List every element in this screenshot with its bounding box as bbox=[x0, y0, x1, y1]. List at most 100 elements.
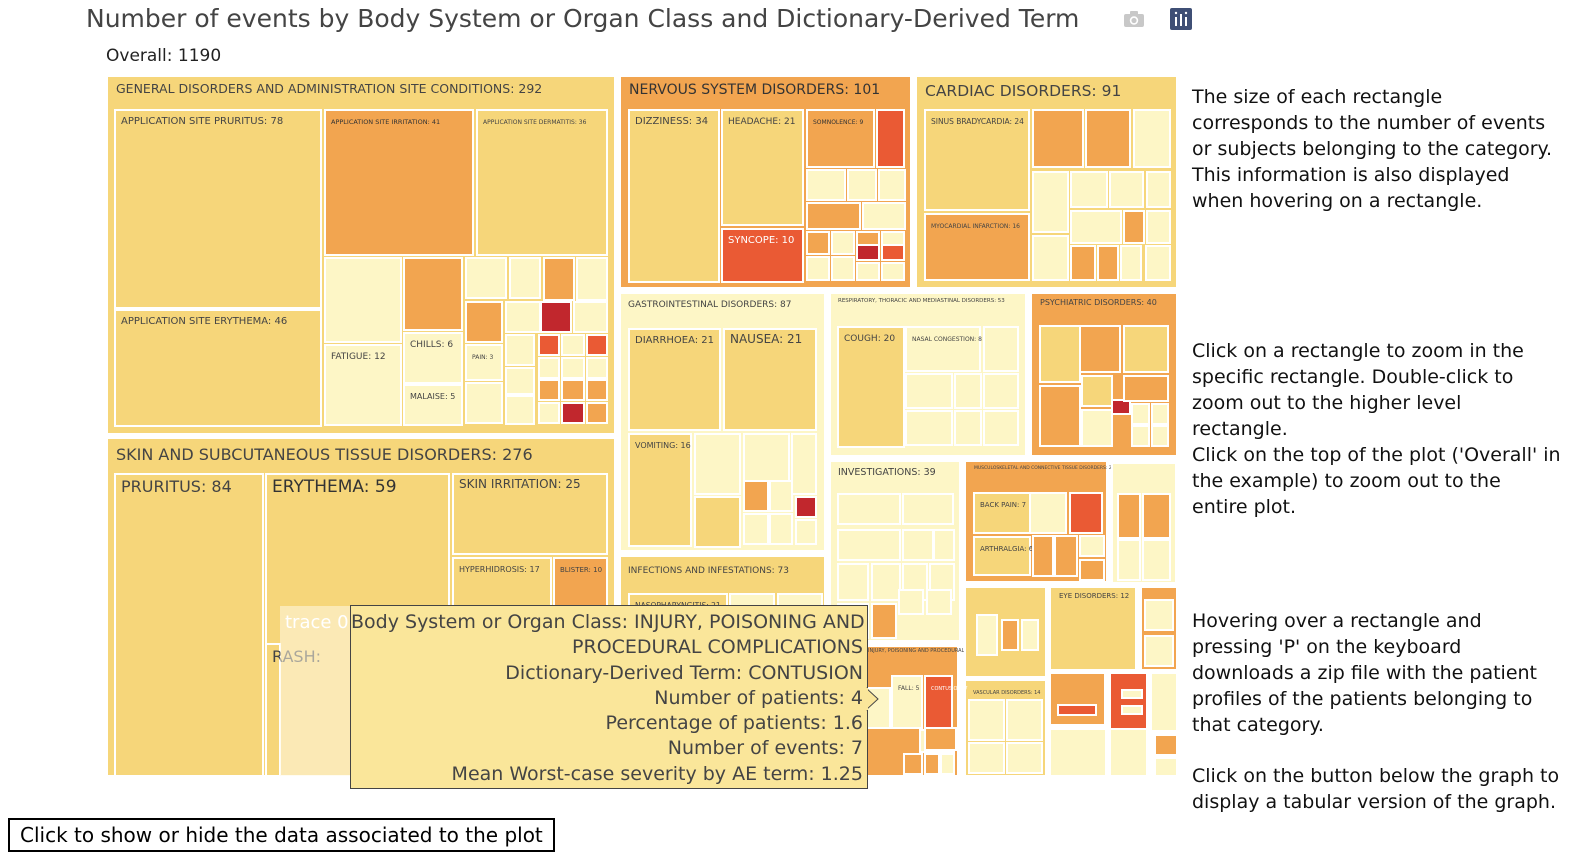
treemap-leaf-cell[interactable] bbox=[1001, 619, 1019, 651]
treemap-leaf-cell[interactable] bbox=[1123, 325, 1169, 373]
treemap-leaf-cell[interactable] bbox=[806, 169, 846, 201]
treemap-leaf-cell[interactable] bbox=[743, 480, 769, 512]
treemap-leaf-cell[interactable] bbox=[983, 410, 1019, 446]
treemap-leaf-cell[interactable] bbox=[1006, 699, 1043, 741]
treemap-leaf-contusion[interactable] bbox=[924, 675, 953, 729]
treemap-leaf-nasal-congestion[interactable] bbox=[905, 326, 981, 372]
treemap-leaf-cell[interactable] bbox=[968, 699, 1005, 741]
overall-breadcrumb[interactable]: Overall: 1190 bbox=[106, 46, 222, 66]
treemap-leaf-cell[interactable] bbox=[905, 410, 953, 446]
treemap-leaf-cell[interactable] bbox=[1150, 672, 1178, 732]
treemap-leaf-cell[interactable] bbox=[1039, 325, 1081, 383]
treemap-leaf-cell[interactable] bbox=[954, 373, 982, 409]
treemap-leaf-cell[interactable] bbox=[1079, 535, 1105, 557]
treemap-leaf-cell[interactable] bbox=[694, 496, 741, 548]
treemap-leaf-cell[interactable] bbox=[806, 256, 830, 281]
treemap-leaf-cell[interactable] bbox=[1006, 742, 1043, 774]
treemap-leaf-cell[interactable] bbox=[1131, 425, 1150, 447]
treemap-leaf-cell[interactable] bbox=[806, 202, 861, 230]
treemap-leaf-cell[interactable] bbox=[694, 433, 741, 495]
treemap-leaf-cell[interactable] bbox=[561, 334, 585, 356]
treemap-leaf-cell[interactable] bbox=[538, 334, 560, 356]
treemap-leaf-cell[interactable] bbox=[769, 480, 793, 512]
treemap-leaf-cell[interactable] bbox=[902, 529, 934, 561]
treemap-leaf-cell[interactable] bbox=[769, 513, 793, 545]
treemap-leaf-cell[interactable] bbox=[871, 603, 897, 639]
treemap-leaf-arthralgia[interactable] bbox=[973, 536, 1031, 576]
treemap-leaf-cell[interactable] bbox=[1154, 757, 1178, 777]
treemap-leaf-application-site-irritation[interactable] bbox=[324, 109, 474, 256]
treemap-leaf-application-site-pruritus[interactable] bbox=[114, 109, 322, 309]
treemap-leaf-cell[interactable] bbox=[1079, 559, 1105, 581]
treemap-leaf-cell[interactable] bbox=[976, 614, 998, 656]
plotly-logo-icon[interactable] bbox=[1170, 8, 1192, 30]
treemap-leaf-cell[interactable] bbox=[1032, 171, 1069, 233]
treemap-leaf-cell[interactable] bbox=[1039, 385, 1081, 447]
treemap-leaf-cell[interactable] bbox=[1049, 672, 1106, 726]
treemap-leaf-cell[interactable] bbox=[1109, 728, 1148, 777]
treemap-leaf-cell[interactable] bbox=[837, 493, 901, 525]
treemap-leaf-dizziness[interactable] bbox=[628, 109, 720, 283]
treemap-leaf-cell[interactable] bbox=[538, 357, 560, 379]
treemap-leaf-cell[interactable] bbox=[954, 410, 982, 446]
treemap-leaf-cell[interactable] bbox=[1144, 599, 1174, 631]
treemap-leaf-cell[interactable] bbox=[862, 202, 906, 230]
treemap-leaf-cell[interactable] bbox=[837, 529, 901, 561]
treemap-leaf-cell[interactable] bbox=[1151, 425, 1169, 447]
treemap-leaf-cell[interactable] bbox=[856, 244, 880, 261]
treemap-leaf-application-site-dermatitis[interactable] bbox=[476, 109, 608, 256]
treemap-leaf-cell[interactable] bbox=[791, 433, 817, 495]
treemap-leaf-cell[interactable] bbox=[1121, 705, 1143, 715]
treemap-leaf-cell[interactable] bbox=[324, 257, 402, 343]
treemap-leaf-hyperhidrosis[interactable] bbox=[452, 557, 552, 609]
treemap-leaf-back-pain[interactable] bbox=[973, 492, 1031, 534]
treemap-leaf-cell[interactable] bbox=[1117, 539, 1141, 581]
treemap-leaf-cell[interactable] bbox=[586, 379, 608, 401]
treemap-leaf-vomiting[interactable] bbox=[628, 433, 692, 547]
treemap-leaf-cell[interactable] bbox=[1032, 235, 1069, 281]
treemap-leaf-cell[interactable] bbox=[1085, 109, 1131, 168]
treemap-leaf-cell[interactable] bbox=[795, 496, 817, 518]
treemap-leaf-cell[interactable] bbox=[1111, 399, 1131, 415]
treemap-leaf-cell[interactable] bbox=[743, 513, 769, 545]
treemap-leaf-cell[interactable] bbox=[1081, 375, 1113, 407]
treemap-leaf-cell[interactable] bbox=[871, 563, 901, 601]
treemap-leaf-cell[interactable] bbox=[983, 326, 1019, 372]
treemap-leaf-cell[interactable] bbox=[465, 301, 503, 343]
treemap-leaf-pruritus[interactable] bbox=[114, 473, 264, 777]
treemap-leaf-cell[interactable] bbox=[1120, 245, 1142, 281]
treemap-leaf-cell[interactable] bbox=[1121, 689, 1143, 699]
treemap-leaf-cell[interactable] bbox=[795, 519, 817, 545]
treemap-leaf-cell[interactable] bbox=[1133, 109, 1171, 168]
treemap-leaf-cell[interactable] bbox=[881, 262, 905, 281]
treemap-leaf-cell[interactable] bbox=[1021, 619, 1039, 651]
treemap-leaf-cell[interactable] bbox=[1070, 171, 1108, 208]
treemap-leaf-cell[interactable] bbox=[586, 334, 608, 356]
treemap-leaf-cell[interactable] bbox=[881, 244, 905, 261]
treemap-leaf-cough[interactable] bbox=[837, 326, 905, 448]
treemap-leaf-cell[interactable] bbox=[856, 262, 880, 281]
treemap-leaf-cell[interactable] bbox=[538, 379, 560, 401]
treemap-leaf-cell[interactable] bbox=[831, 231, 855, 255]
treemap-leaf-cell[interactable] bbox=[1123, 210, 1145, 244]
treemap-leaf-headache[interactable] bbox=[721, 109, 804, 226]
treemap-leaf-cell[interactable] bbox=[403, 257, 463, 331]
treemap-leaf-cell[interactable] bbox=[903, 753, 923, 775]
treemap-leaf-cell[interactable] bbox=[576, 257, 608, 301]
treemap-leaf-cell[interactable] bbox=[1145, 245, 1171, 281]
treemap-leaf-cell[interactable] bbox=[898, 589, 924, 615]
treemap-leaf-cell[interactable] bbox=[1142, 493, 1171, 539]
treemap-leaf-cell[interactable] bbox=[1131, 403, 1150, 425]
treemap-leaf-cell[interactable] bbox=[902, 493, 954, 525]
treemap-leaf-cell[interactable] bbox=[505, 395, 535, 425]
treemap-leaf-cell[interactable] bbox=[509, 257, 541, 299]
treemap-leaf-blister[interactable] bbox=[553, 557, 608, 609]
treemap-leaf-cell[interactable] bbox=[1144, 635, 1174, 667]
treemap-leaf-diarrhoea[interactable] bbox=[628, 328, 721, 431]
treemap-leaf-somnolence[interactable] bbox=[806, 109, 875, 168]
treemap-leaf-malaise[interactable] bbox=[403, 384, 463, 426]
treemap-leaf-cell[interactable] bbox=[586, 402, 608, 424]
treemap-leaf-sinus-bradycardia[interactable] bbox=[924, 109, 1030, 211]
treemap-leaf-cell[interactable] bbox=[1154, 734, 1178, 756]
